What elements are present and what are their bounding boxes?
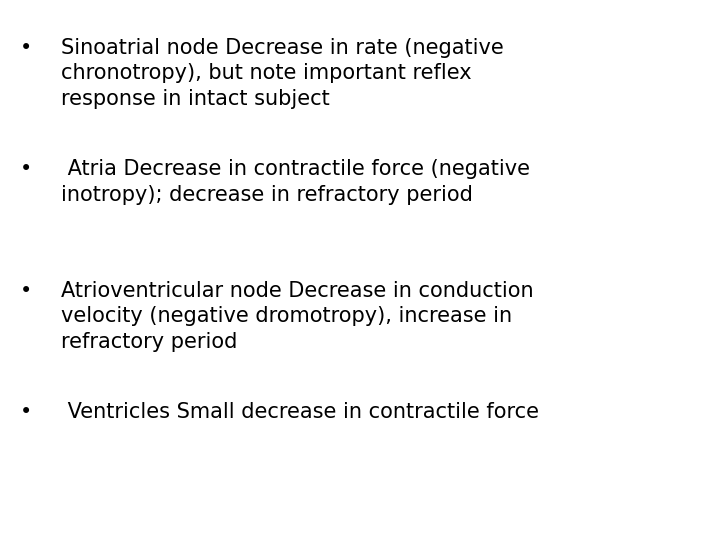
Text: Ventricles Small decrease in contractile force: Ventricles Small decrease in contractile…: [61, 402, 539, 422]
Text: •: •: [20, 38, 32, 58]
Text: •: •: [20, 402, 32, 422]
Text: •: •: [20, 281, 32, 301]
Text: Atrioventricular node Decrease in conduction
velocity (negative dromotropy), inc: Atrioventricular node Decrease in conduc…: [61, 281, 534, 352]
Text: Atria Decrease in contractile force (negative
inotropy); decrease in refractory : Atria Decrease in contractile force (neg…: [61, 159, 530, 205]
Text: Sinoatrial node Decrease in rate (negative
chronotropy), but note important refl: Sinoatrial node Decrease in rate (negati…: [61, 38, 504, 109]
Text: •: •: [20, 159, 32, 179]
